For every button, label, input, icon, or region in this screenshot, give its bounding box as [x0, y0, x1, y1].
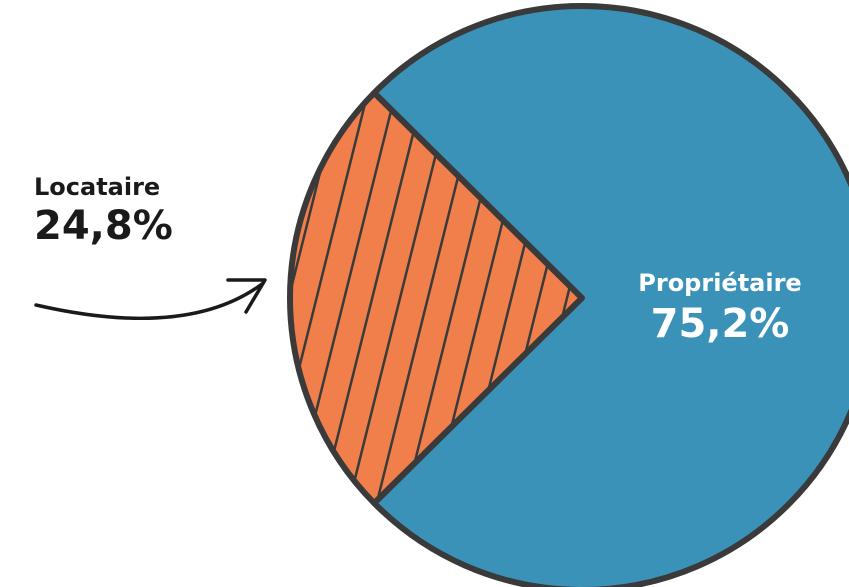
proprietaire-value: 75,2%	[650, 301, 790, 347]
locataire-name: Locataire	[34, 173, 161, 201]
pie-slices	[287, 3, 849, 587]
proprietaire-label: Propriétaire 75,2%	[600, 268, 840, 350]
locataire-arrow-head	[226, 278, 267, 314]
proprietaire-name: Propriétaire	[638, 269, 802, 297]
pie-slice-propritaire	[371, 3, 849, 587]
locataire-arrow	[34, 282, 264, 321]
locataire-label: Locataire 24,8%	[34, 172, 173, 250]
pie-slice-locataire	[287, 89, 585, 507]
locataire-value: 24,8%	[34, 203, 173, 249]
